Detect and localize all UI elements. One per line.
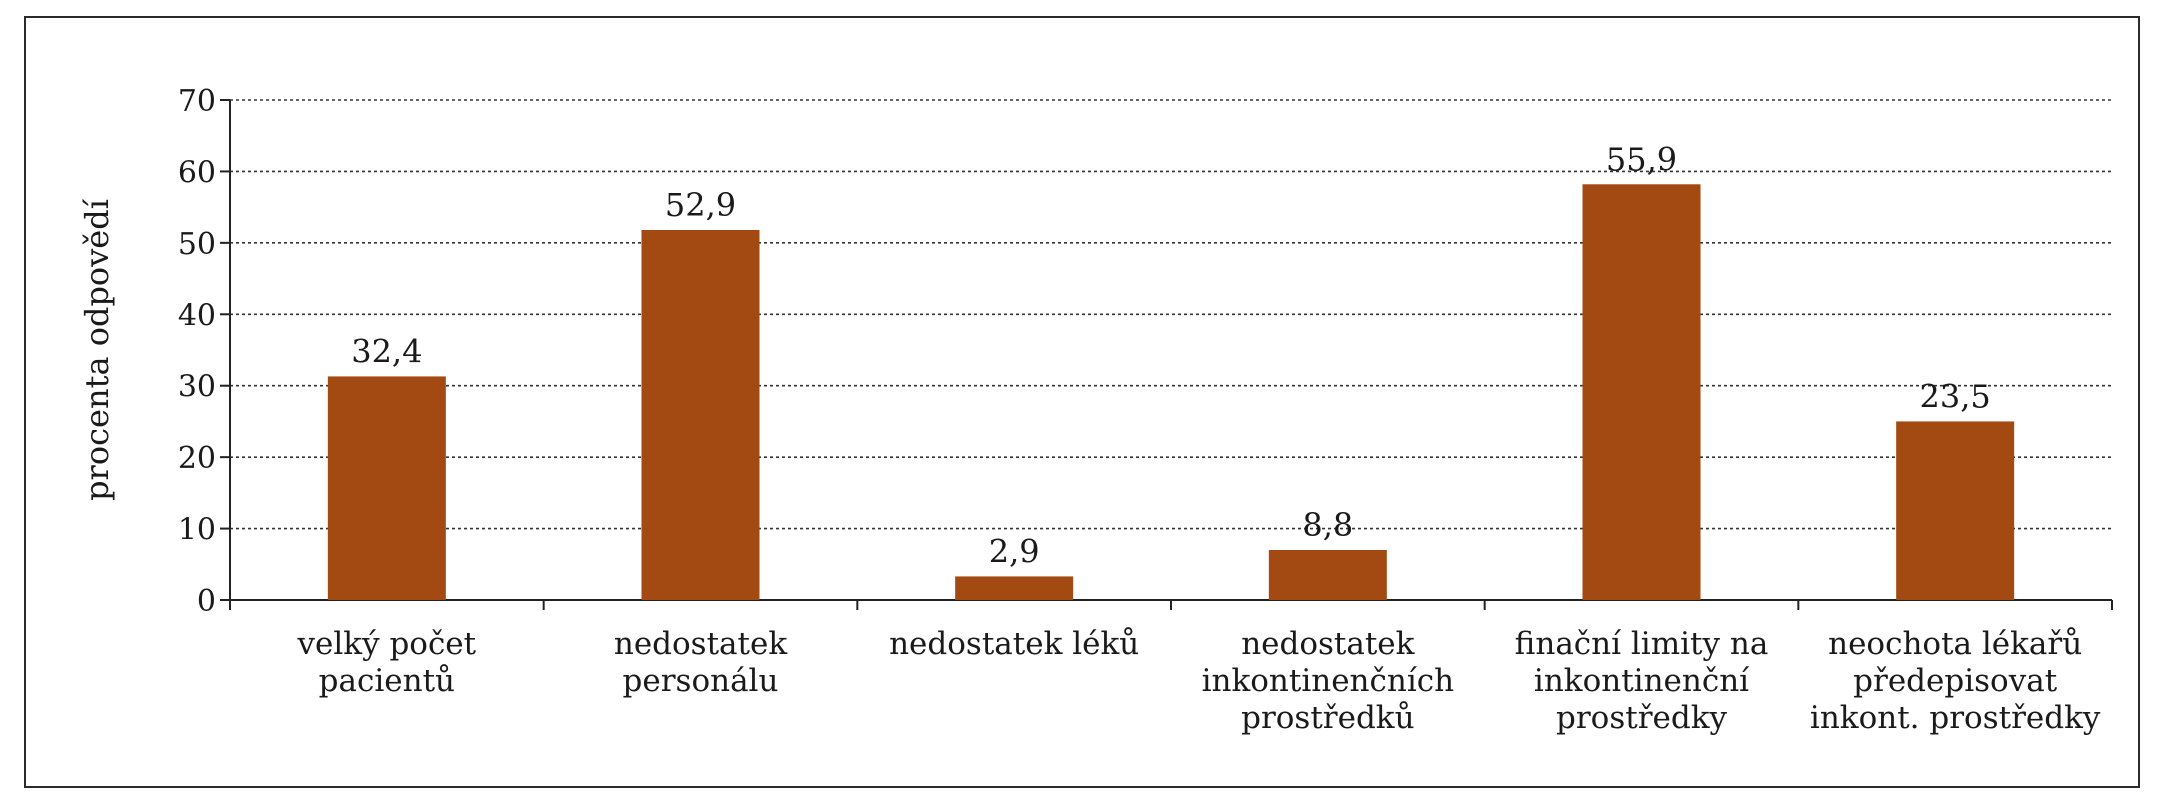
y-axis-title: procenta odpovědí — [78, 198, 116, 501]
y-tick-label: 20 — [178, 441, 216, 476]
y-tick-label: 50 — [178, 227, 216, 262]
category-label: nedostatek — [1241, 626, 1414, 662]
y-tick-label: 30 — [178, 370, 216, 405]
data-label: 32,4 — [351, 332, 422, 370]
category-label: prostředky — [1556, 700, 1727, 736]
data-label: 23,5 — [1920, 377, 1991, 415]
y-tick-label: 0 — [197, 584, 216, 619]
bar — [1582, 184, 1701, 601]
category-label: prostředků — [1241, 700, 1414, 736]
y-tick-label: 10 — [178, 513, 216, 548]
data-label: 8,8 — [1302, 506, 1353, 544]
category-label: inkont. prostředky — [1810, 700, 2101, 736]
y-tick-label: 60 — [178, 155, 216, 190]
category-label: pacientů — [319, 663, 455, 699]
bar-chart: 0 10 20 30 40 50 60 70 procenta odpovědí 32,4 velk… — [78, 84, 2113, 736]
category-label: velký počet — [297, 626, 477, 662]
bar — [955, 576, 1074, 600]
data-label: 55,9 — [1606, 140, 1677, 178]
y-tick-label: 70 — [178, 84, 216, 119]
category-label: nedostatek léků — [889, 626, 1139, 662]
data-label: 2,9 — [989, 532, 1040, 570]
category-label: nedostatek — [614, 626, 787, 662]
data-label: 52,9 — [665, 186, 736, 224]
category-label: inkontinenční — [1534, 663, 1750, 699]
bar — [327, 376, 446, 600]
bar — [1896, 421, 2015, 600]
bar — [1268, 550, 1387, 600]
category-label: neochota lékařů — [1828, 626, 2082, 662]
chart-frame: 0 10 20 30 40 50 60 70 procenta odpovědí 32,4 velk… — [24, 16, 2140, 788]
y-tick-label: 40 — [178, 298, 216, 333]
category-label: personálu — [623, 663, 779, 699]
bar — [641, 230, 760, 600]
category-label: předepisovat — [1853, 663, 2058, 699]
category-label: finační limity na — [1515, 626, 1769, 662]
category-label: inkontinenčních — [1202, 663, 1455, 699]
